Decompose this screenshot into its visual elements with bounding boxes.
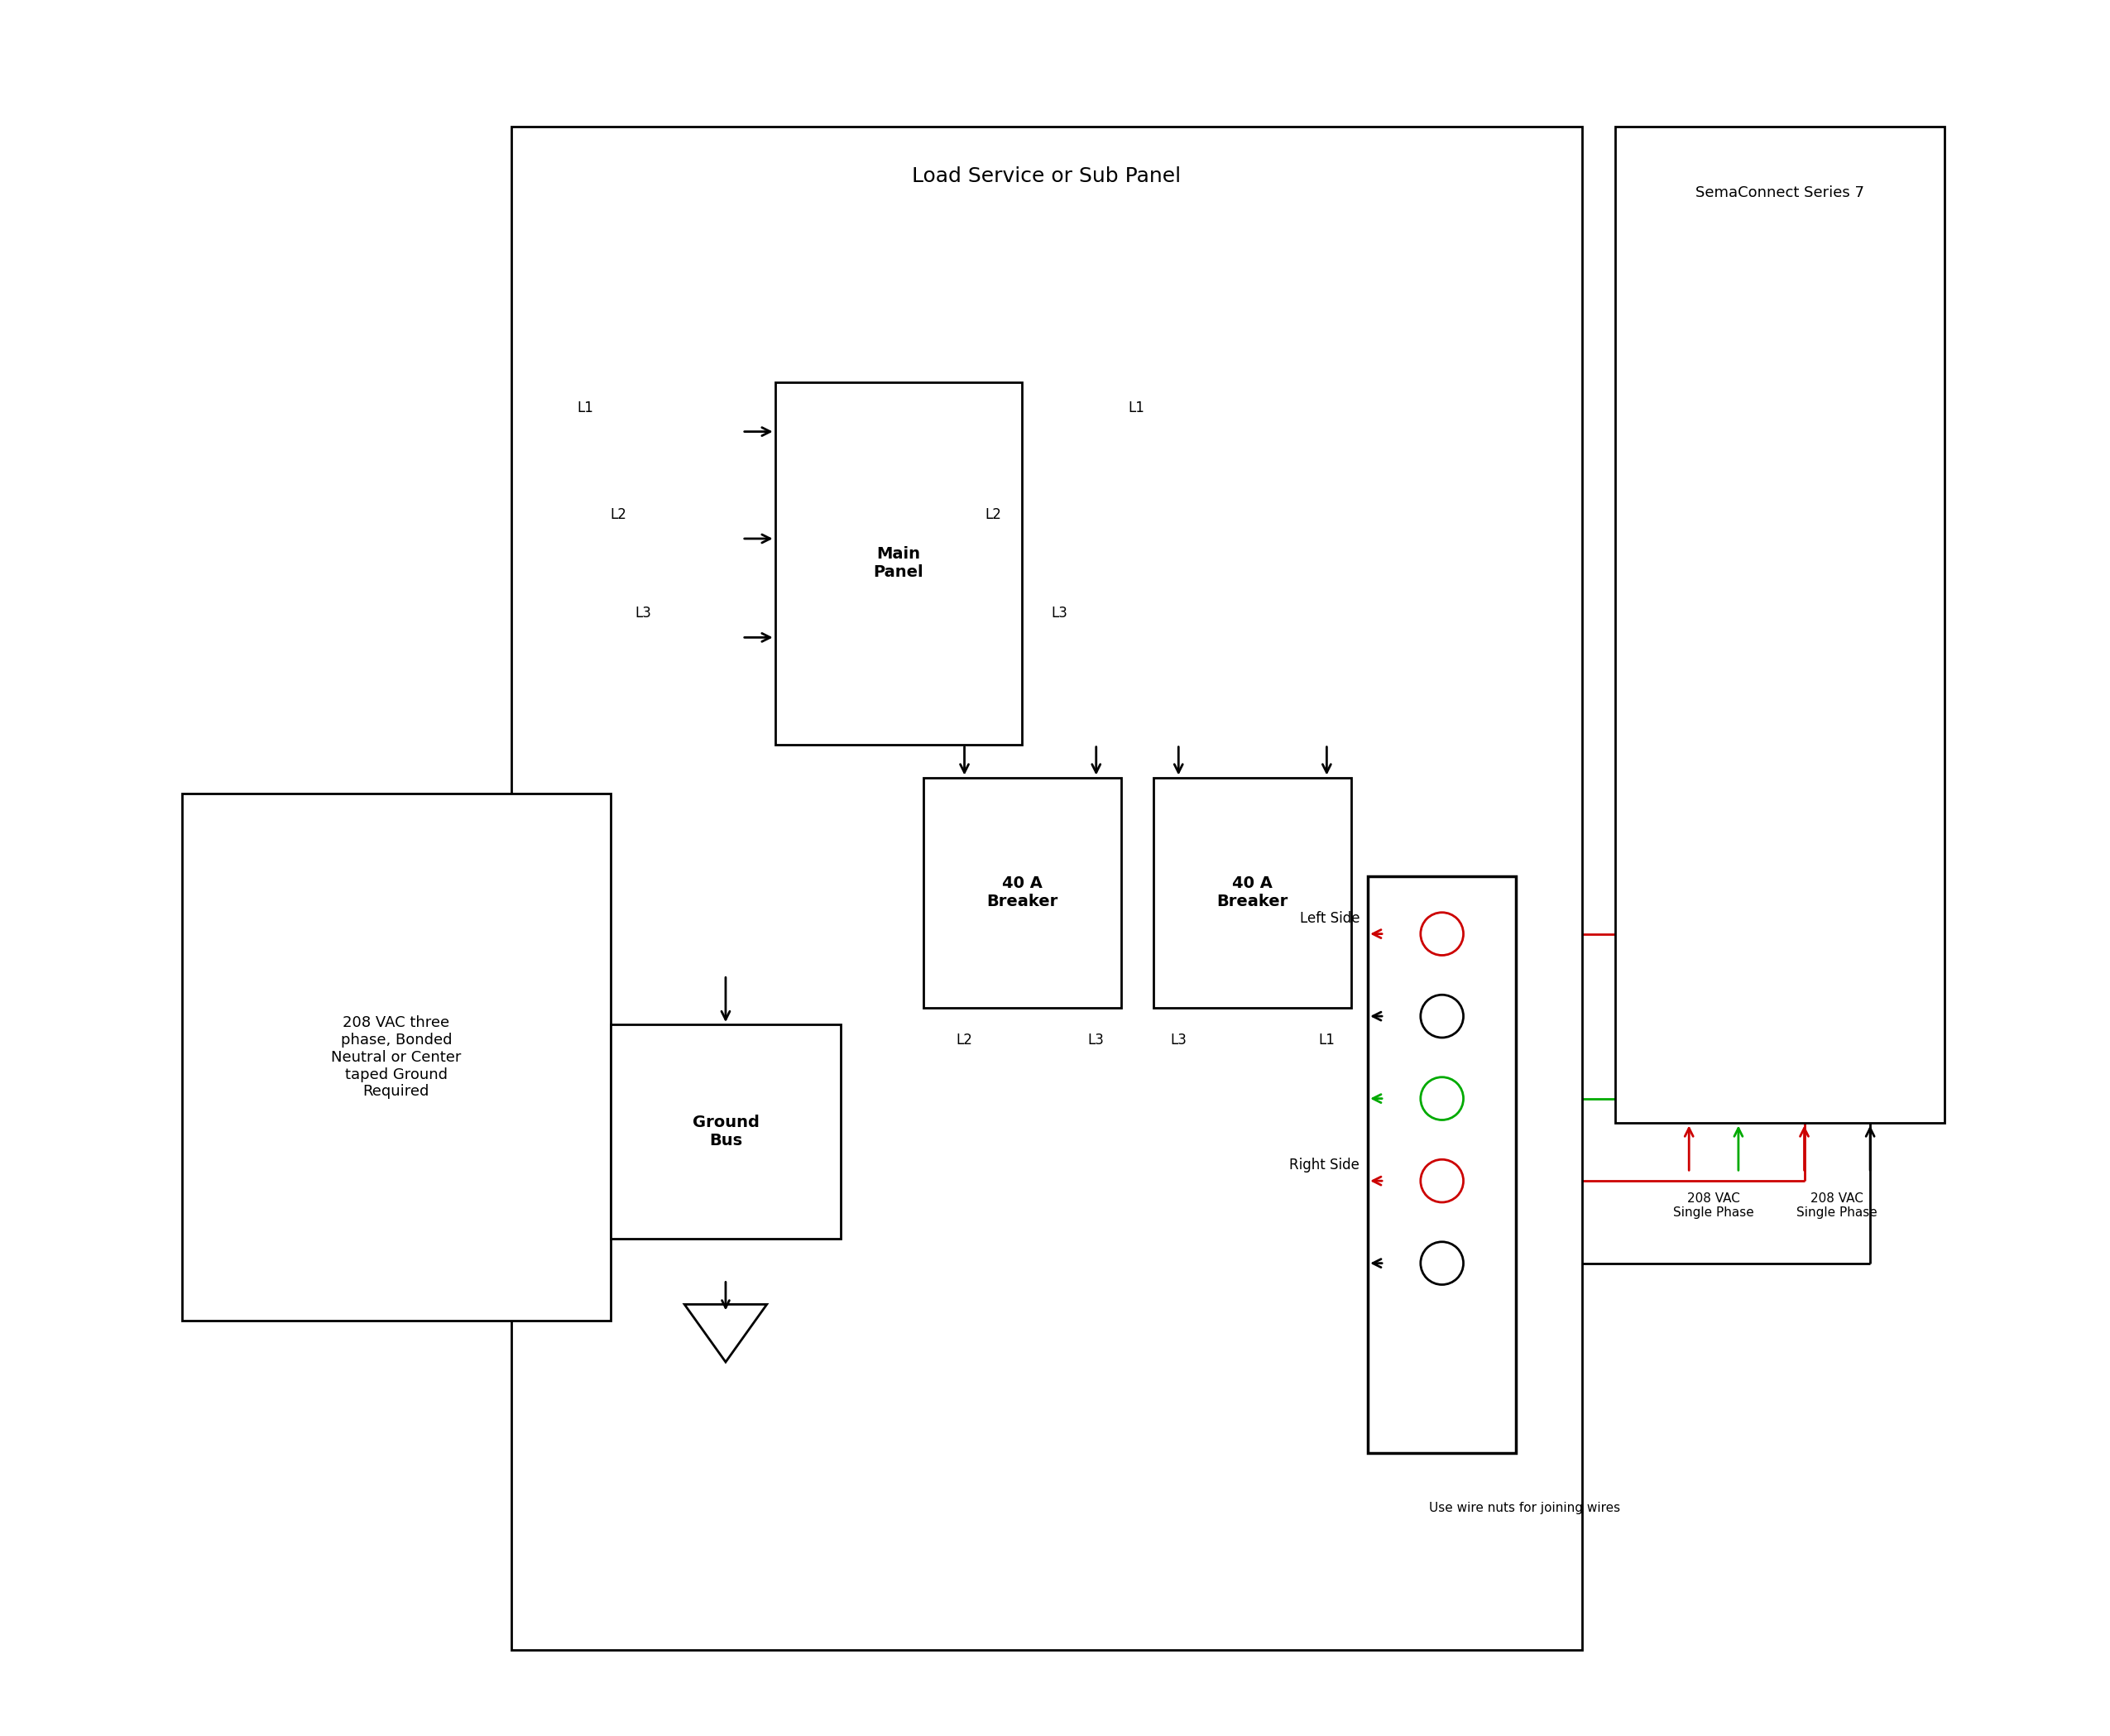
Text: 40 A
Breaker: 40 A Breaker [985, 875, 1057, 910]
Text: 208 VAC
Single Phase: 208 VAC Single Phase [1673, 1193, 1753, 1219]
Text: 208 VAC
Single Phase: 208 VAC Single Phase [1798, 1193, 1878, 1219]
Bar [1614, 127, 1943, 1123]
Text: L3: L3 [1089, 1033, 1104, 1047]
Text: L3: L3 [1171, 1033, 1186, 1047]
Bar [1367, 877, 1517, 1453]
Text: SemaConnect Series 7: SemaConnect Series 7 [1694, 186, 1863, 200]
Text: Use wire nuts for joining wires: Use wire nuts for joining wires [1428, 1502, 1620, 1514]
Text: L3: L3 [1051, 606, 1068, 621]
Text: L1: L1 [578, 401, 593, 415]
Bar [511, 127, 1582, 1651]
Bar [774, 382, 1021, 745]
Text: L3: L3 [635, 606, 652, 621]
Text: Right Side: Right Side [1289, 1158, 1359, 1172]
Text: L2: L2 [610, 507, 627, 523]
Text: Load Service or Sub Panel: Load Service or Sub Panel [912, 167, 1182, 186]
Text: Left Side: Left Side [1300, 911, 1359, 925]
Text: Ground
Bus: Ground Bus [692, 1115, 760, 1149]
Bar [1154, 778, 1350, 1009]
Text: L2: L2 [956, 1033, 973, 1047]
Bar [924, 778, 1120, 1009]
Text: 208 VAC three
phase, Bonded
Neutral or Center
taped Ground
Required: 208 VAC three phase, Bonded Neutral or C… [331, 1016, 462, 1099]
Bar [610, 1024, 842, 1238]
Text: 40 A
Breaker: 40 A Breaker [1217, 875, 1289, 910]
Bar [181, 793, 610, 1321]
Text: L1: L1 [1129, 401, 1144, 415]
Text: L2: L2 [985, 507, 1002, 523]
Text: L1: L1 [1319, 1033, 1336, 1047]
Text: Main
Panel: Main Panel [874, 547, 924, 580]
